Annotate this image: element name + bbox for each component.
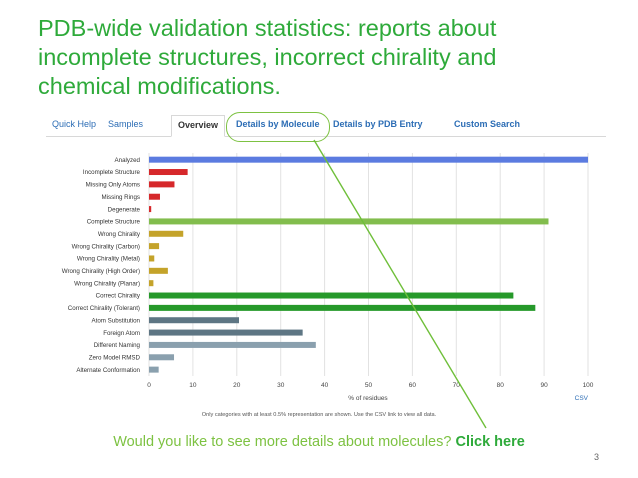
bar[interactable] <box>149 243 160 250</box>
tab-highlight-ring <box>226 112 330 142</box>
bar[interactable] <box>149 354 175 361</box>
category-label: Correct Chirality (Tolerant) <box>68 305 140 312</box>
category-label: Wrong Chirality <box>98 231 141 238</box>
category-label: Correct Chirality <box>96 293 141 300</box>
bar[interactable] <box>149 292 514 299</box>
category-label: Degenerate <box>108 206 141 213</box>
tab-details-by-molecule[interactable]: Details by Molecule <box>236 119 320 129</box>
bar[interactable] <box>149 206 152 213</box>
page-number: 3 <box>594 452 600 462</box>
category-label: Missing Only Atoms <box>86 182 140 189</box>
bar[interactable] <box>149 341 316 348</box>
bar[interactable] <box>149 366 159 373</box>
bar[interactable] <box>149 193 160 200</box>
x-tick-label: 90 <box>540 382 548 389</box>
csv-link[interactable]: CSV <box>575 395 589 402</box>
category-label: Missing Rings <box>101 194 140 201</box>
category-label: Wrong Chirality (High Order) <box>62 268 140 275</box>
x-tick-label: 100 <box>583 382 594 389</box>
tab-samples[interactable]: Samples <box>108 119 144 129</box>
tab-overview[interactable]: Overview <box>171 115 226 137</box>
bar[interactable] <box>149 304 536 311</box>
x-tick-label: 40 <box>321 382 329 389</box>
category-label: Different Naming <box>94 342 141 349</box>
cta-text: Would you like to see more details about… <box>113 434 452 450</box>
click-here-link[interactable]: Click here <box>455 434 525 450</box>
bar[interactable] <box>149 218 549 225</box>
category-label: Wrong Chirality (Planar) <box>74 280 140 287</box>
bar[interactable] <box>149 181 175 188</box>
title-line-3: chemical modifications. <box>38 73 281 99</box>
title-line-2: incomplete structures, incorrect chirali… <box>38 44 497 70</box>
x-tick-label: 70 <box>453 382 461 389</box>
tab-details-by-pdb-entry[interactable]: Details by PDB Entry <box>333 119 423 129</box>
x-tick-label: 0 <box>147 382 151 389</box>
chart-tick-labels: 0 10 20 30 40 50 60 70 80 90 100 <box>147 382 594 389</box>
bar[interactable] <box>149 156 588 163</box>
x-axis-label: % of residues <box>348 395 388 402</box>
x-tick-label: 30 <box>277 382 285 389</box>
category-label: Complete Structure <box>87 219 141 226</box>
tab-quick-help[interactable]: Quick Help <box>52 119 97 129</box>
chart-category-labels: Analyzed Incomplete Structure Missing Only… <box>62 157 141 374</box>
category-label: Wrong Chirality (Metal) <box>77 256 140 263</box>
x-tick-label: 10 <box>189 382 197 389</box>
pointer-line <box>313 139 487 429</box>
category-label: Zero Model RMSD <box>89 354 141 361</box>
bar[interactable] <box>149 280 154 287</box>
chart-grid <box>148 153 589 376</box>
bar[interactable] <box>149 317 239 324</box>
x-tick-label: 20 <box>233 382 241 389</box>
tab-custom-search[interactable]: Custom Search <box>454 119 521 129</box>
category-label: Foreign Atom <box>103 330 140 337</box>
chart-footnote: Only categories with at least 0.5% repre… <box>201 412 437 418</box>
category-label: Wrong Chirality (Carbon) <box>72 243 140 250</box>
x-tick-label: 50 <box>365 382 373 389</box>
category-label: Atom Substitution <box>92 317 141 324</box>
cta-sentence: Would you like to see more details about… <box>0 434 638 450</box>
bar[interactable] <box>149 329 303 336</box>
category-label: Incomplete Structure <box>83 169 141 176</box>
bar[interactable] <box>149 169 188 176</box>
x-tick-label: 80 <box>497 382 505 389</box>
bar[interactable] <box>149 230 184 237</box>
category-label: Alternate Conformation <box>76 367 140 374</box>
bar[interactable] <box>149 267 168 274</box>
slide-title: PDB-wide validation statistics: reports … <box>38 14 598 101</box>
bar[interactable] <box>149 255 155 262</box>
x-tick-label: 60 <box>409 382 417 389</box>
chart-bars <box>149 156 588 373</box>
title-line-1: PDB-wide validation statistics: reports … <box>38 15 497 41</box>
category-label: Analyzed <box>115 157 141 164</box>
